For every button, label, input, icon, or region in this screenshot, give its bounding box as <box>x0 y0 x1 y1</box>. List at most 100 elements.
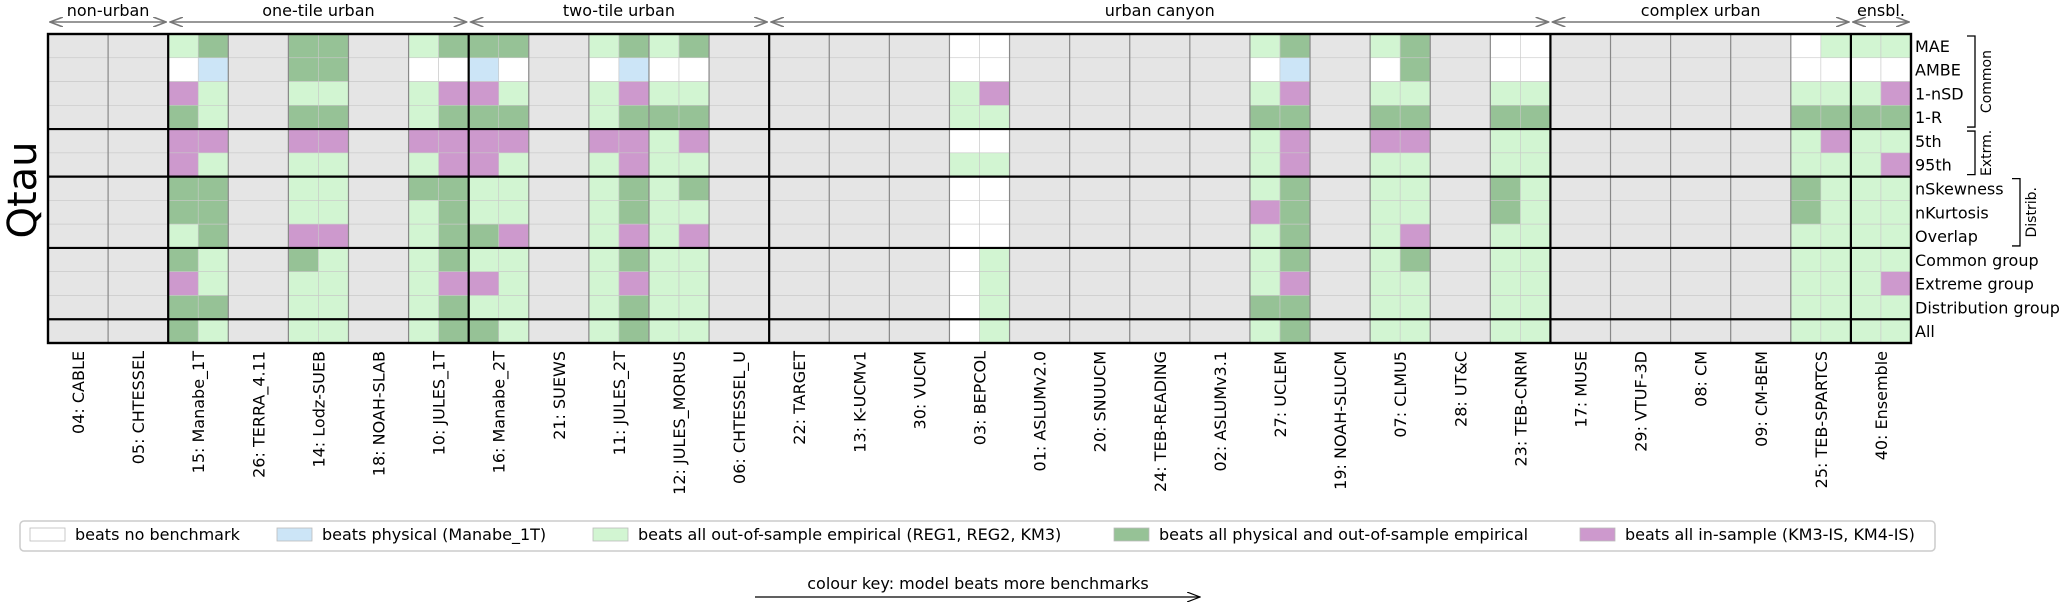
cell <box>1429 295 1491 320</box>
metric-block-label-common: Common <box>1979 50 1995 113</box>
column-label-21-suews: 21: SUEWS <box>550 351 569 440</box>
cell <box>1550 318 1611 344</box>
cell <box>1189 295 1251 320</box>
cell <box>1610 176 1671 201</box>
cell <box>1429 223 1491 249</box>
cell <box>1069 152 1131 177</box>
cell <box>1279 105 1311 130</box>
cell <box>1009 128 1070 154</box>
cell <box>648 57 680 82</box>
cell <box>979 33 1010 59</box>
legend-label: beats no benchmark <box>75 525 241 544</box>
cell <box>318 176 349 201</box>
cell <box>1790 57 1822 82</box>
cell <box>949 105 980 130</box>
cell <box>1309 271 1371 296</box>
cell <box>588 176 620 201</box>
cell <box>1520 105 1551 130</box>
cell <box>318 200 349 225</box>
cell <box>1009 57 1070 82</box>
cell <box>1189 223 1251 249</box>
cell <box>408 318 439 344</box>
cell <box>348 128 409 154</box>
cell <box>408 81 439 106</box>
cell <box>828 247 890 272</box>
cell <box>979 57 1010 82</box>
cell <box>348 105 409 130</box>
cell <box>618 152 650 177</box>
cell <box>1129 295 1191 320</box>
cell <box>708 295 770 320</box>
cell <box>107 57 169 82</box>
row-label-5th: 5th <box>1915 132 1942 151</box>
cell <box>708 33 770 59</box>
cell <box>949 223 980 249</box>
cell <box>408 176 439 201</box>
column-label-11-jules-2t: 11: JULES_2T <box>610 351 630 456</box>
cell <box>408 33 439 59</box>
cell <box>1279 176 1311 201</box>
cell <box>438 200 469 225</box>
cell <box>1850 152 1882 177</box>
cell <box>618 57 650 82</box>
cell <box>1429 33 1491 59</box>
cell <box>1369 295 1401 320</box>
cell <box>618 128 650 154</box>
cell <box>468 223 500 249</box>
cell <box>1369 33 1401 59</box>
cell <box>1279 128 1311 154</box>
cell <box>1009 152 1070 177</box>
cell <box>1880 247 1912 272</box>
cell <box>588 128 620 154</box>
cell <box>979 176 1010 201</box>
cell <box>1550 105 1611 130</box>
cell <box>107 128 169 154</box>
cell <box>588 33 620 59</box>
cell <box>318 33 349 59</box>
cell <box>768 176 830 201</box>
cell <box>1670 318 1732 344</box>
column-label-29-vtuf-3d: 29: VTUF-3D <box>1632 351 1651 452</box>
cell <box>1129 271 1191 296</box>
cell <box>678 81 710 106</box>
cell <box>1670 105 1732 130</box>
cell <box>1670 176 1732 201</box>
cell <box>468 318 500 344</box>
cell <box>348 33 409 59</box>
cell <box>1189 247 1251 272</box>
cell <box>1249 223 1281 249</box>
cell <box>1520 152 1551 177</box>
heatmap-frame <box>46 32 1913 345</box>
cell <box>528 176 590 201</box>
cell <box>1730 318 1792 344</box>
cell <box>1820 271 1852 296</box>
cell <box>889 105 950 130</box>
cell <box>618 105 650 130</box>
cell <box>1369 152 1401 177</box>
cell <box>348 152 409 177</box>
cell <box>167 33 199 59</box>
cell <box>1850 81 1882 106</box>
cell <box>47 81 109 106</box>
cell <box>1820 57 1852 82</box>
cell <box>648 200 680 225</box>
cell <box>618 223 650 249</box>
column-label-14-lodz-sueb: 14: Lodz-SUEB <box>309 351 328 468</box>
column-label-40-ensemble: 40: Ensemble <box>1872 351 1891 460</box>
cell <box>949 247 980 272</box>
cell <box>1880 128 1912 154</box>
cell <box>979 295 1010 320</box>
cell <box>1429 271 1491 296</box>
column-label-24-teb-reading: 24: TEB-READING <box>1151 351 1170 492</box>
cell <box>1790 247 1822 272</box>
cell <box>1309 33 1371 59</box>
legend-swatch <box>1579 527 1616 542</box>
cell <box>1730 128 1792 154</box>
cell <box>1520 57 1551 82</box>
cell <box>678 247 710 272</box>
cell <box>348 271 409 296</box>
cell <box>438 295 469 320</box>
cell <box>288 271 319 296</box>
cell <box>979 128 1010 154</box>
cell <box>1610 318 1671 344</box>
